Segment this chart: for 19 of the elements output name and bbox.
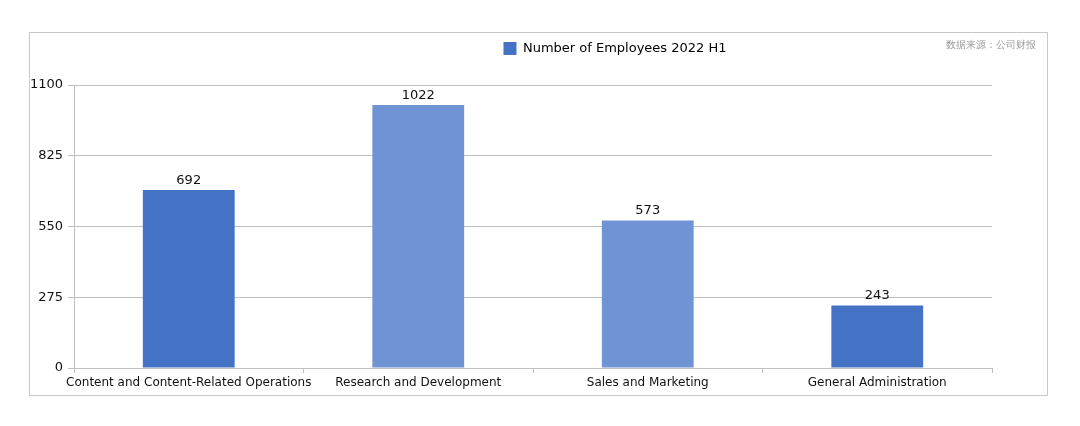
y-tick-label: 1100 [29, 76, 63, 92]
bar [372, 105, 465, 368]
data-label: 573 [635, 202, 661, 218]
x-tick-label: Content and Content-Related Operations [66, 375, 312, 390]
x-tick-label: Sales and Marketing [586, 375, 709, 390]
legend-label: Number of Employees 2022 H1 [522, 39, 727, 55]
x-tick-label: Research and Development [335, 375, 502, 390]
y-tick-label: 0 [54, 359, 63, 375]
y-tick-label: 275 [38, 288, 63, 304]
bar [601, 220, 694, 368]
data-label: 1022 [401, 86, 435, 102]
data-label: 243 [864, 287, 890, 303]
x-tick-label: General Administration [807, 375, 947, 390]
data-label: 692 [176, 171, 202, 187]
source-note: 数据来源：公司财报 [946, 38, 1036, 52]
y-tick-label: 550 [38, 217, 63, 233]
bar [142, 189, 235, 368]
bar [831, 305, 924, 368]
y-tick-label: 825 [38, 147, 63, 163]
